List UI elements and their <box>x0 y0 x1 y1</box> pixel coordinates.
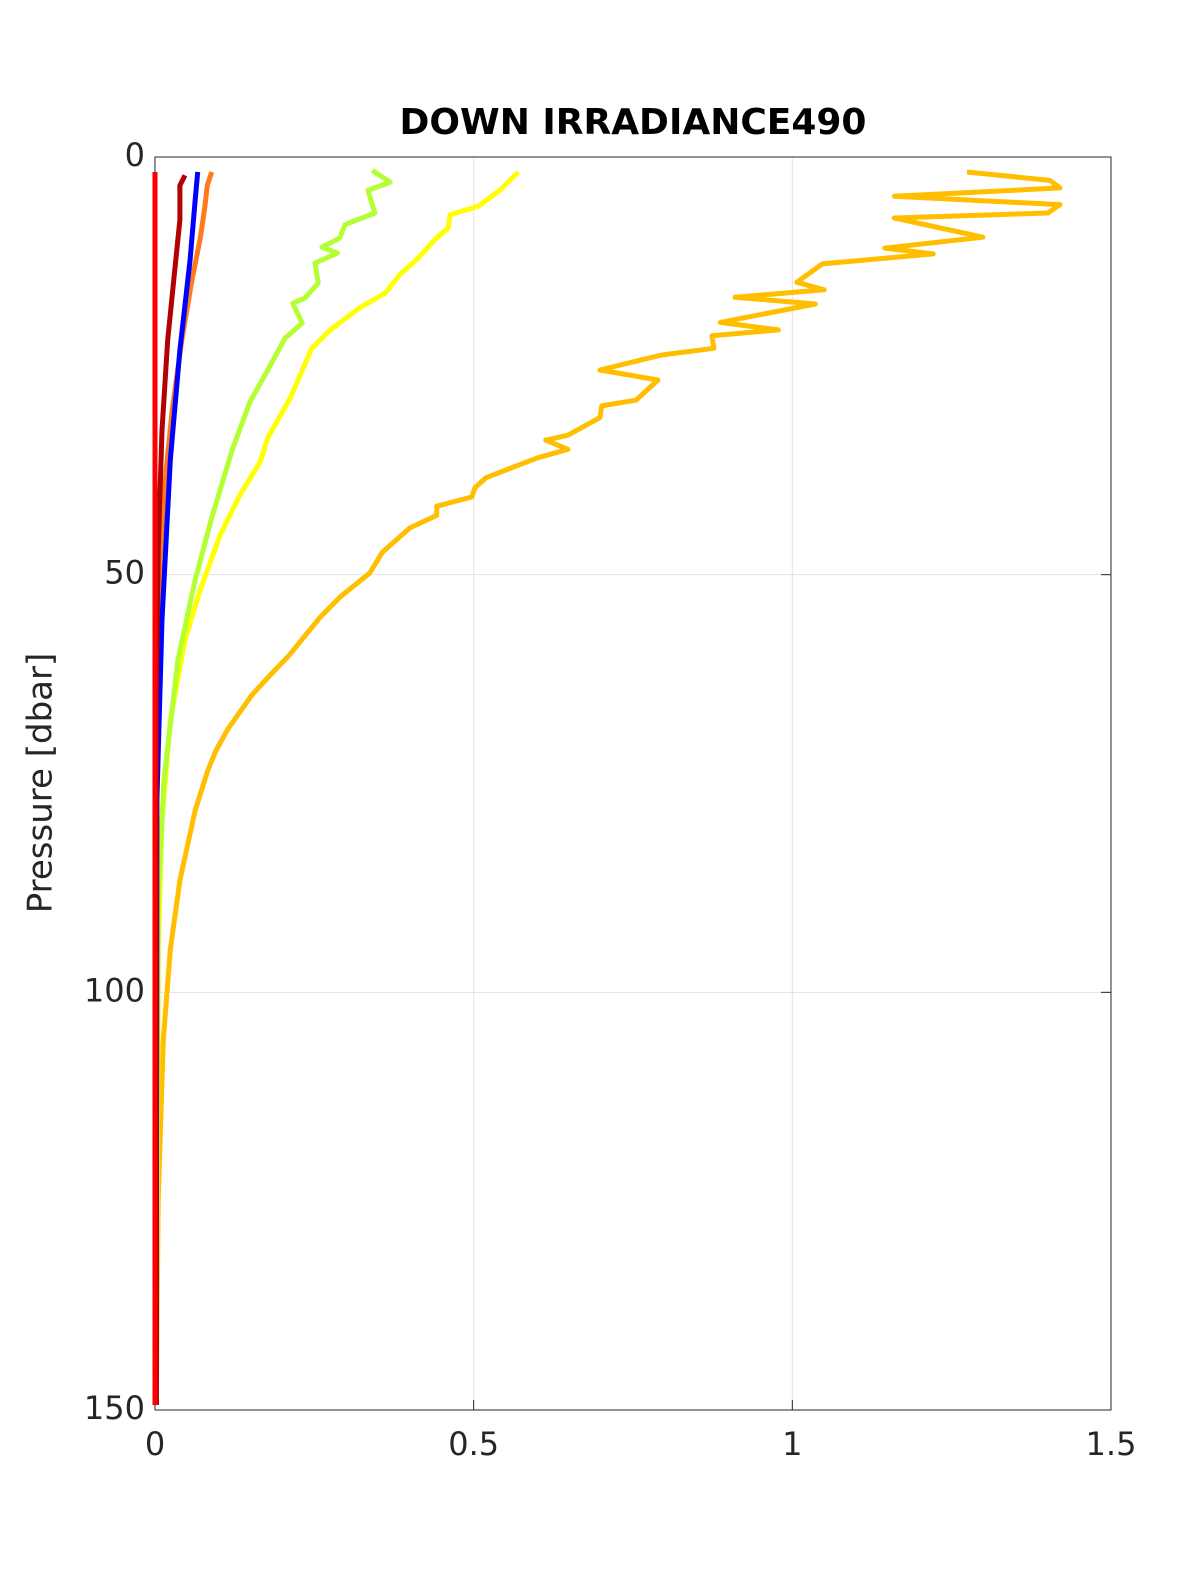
x-tick-label: 1.5 <box>1086 1425 1137 1463</box>
y-axis-label: Pressure [dbar] <box>21 653 61 914</box>
chart-title: DOWN IRRADIANCE490 <box>400 102 867 143</box>
x-tick-label: 0 <box>145 1425 165 1463</box>
y-tick-label: 50 <box>104 554 145 592</box>
profile-line <box>153 168 393 1406</box>
plot-frame <box>154 156 1112 1411</box>
x-tick-label: 1 <box>782 1425 802 1463</box>
y-tick-label: 0 <box>125 136 145 174</box>
y-tick-label: 150 <box>84 1389 145 1427</box>
y-tick-label: 100 <box>84 971 145 1009</box>
profile-line <box>153 169 1063 1406</box>
x-tick-label: 0.5 <box>448 1425 499 1463</box>
profile-line <box>153 170 521 1406</box>
